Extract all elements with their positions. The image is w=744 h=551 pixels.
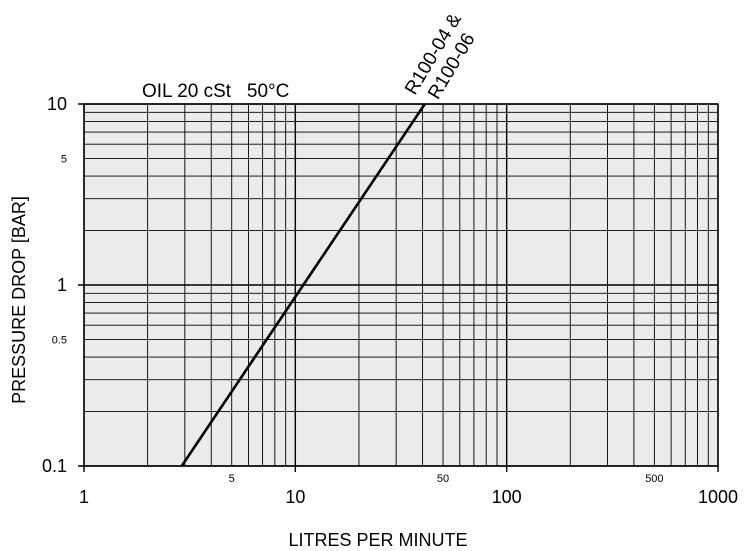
y-minor-tick-label: 5 <box>61 153 67 165</box>
y-tick-label: 1 <box>57 275 67 295</box>
x-minor-tick-label: 50 <box>437 473 449 485</box>
series-line <box>180 103 426 467</box>
tick-labels: 1 10 100 1000 5 50 500 0.1 1 10 0.5 5 <box>42 94 738 507</box>
y-minor-tick-label: 0.5 <box>52 334 67 346</box>
x-minor-tick-label: 5 <box>229 473 235 485</box>
x-tick-label: 1 <box>79 487 89 507</box>
y-axis-label: PRESSURE DROP [BAR] <box>9 196 29 404</box>
x-tick-label: 10 <box>285 487 305 507</box>
grid <box>78 103 719 472</box>
x-tick-label: 100 <box>492 487 522 507</box>
x-minor-tick-label: 500 <box>645 473 663 485</box>
x-tick-label: 1000 <box>698 487 738 507</box>
y-tick-label: 10 <box>47 94 67 114</box>
series-label: R100-04 &R100-06 <box>401 10 480 103</box>
x-axis-label: LITRES PER MINUTE <box>288 530 467 550</box>
plot-frame <box>83 103 719 467</box>
y-tick-label: 0.1 <box>42 456 67 476</box>
chart-title: OIL 20 cSt 50°C <box>142 81 289 102</box>
